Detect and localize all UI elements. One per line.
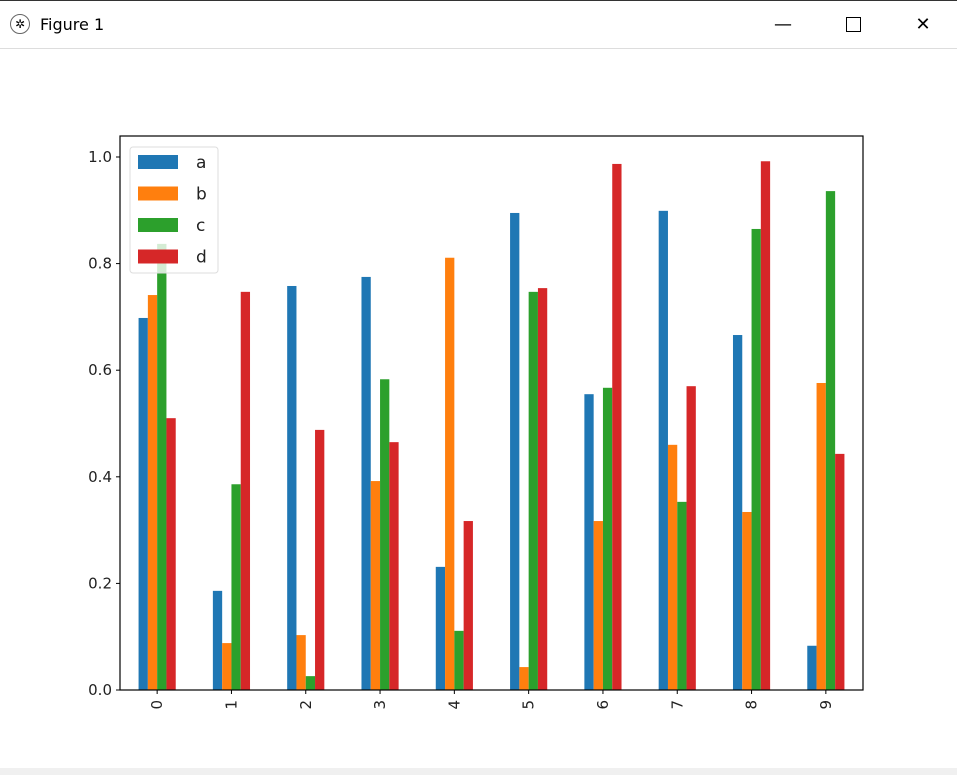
y-tick-label: 0.6	[88, 361, 112, 379]
x-tick-label: 3	[371, 700, 389, 710]
bar-a-9	[807, 645, 817, 690]
bar-a-5	[510, 212, 520, 690]
x-tick-label: 9	[817, 700, 835, 710]
minimize-icon: —	[774, 14, 792, 35]
x-tick-label: 0	[148, 700, 166, 710]
bar-d-1	[240, 291, 251, 690]
x-tick-label: 1	[222, 700, 240, 710]
x-tick-label: 2	[297, 700, 315, 710]
bar-c-9	[825, 191, 836, 690]
minimize-button[interactable]: —	[760, 1, 806, 48]
bar-b-9	[816, 382, 826, 690]
bar-b-8	[742, 511, 752, 690]
bar-d-6	[612, 163, 622, 690]
bar-c-4	[454, 630, 464, 690]
legend-swatch-b	[138, 186, 178, 201]
legend-label-d: d	[196, 248, 207, 268]
bar-d-2	[315, 429, 325, 690]
bar-c-8	[751, 228, 761, 690]
window-title: Figure 1	[40, 15, 105, 34]
bar-a-1	[212, 590, 223, 690]
x-tick-label: 6	[594, 700, 612, 710]
close-button[interactable]: ✕	[900, 1, 946, 48]
bar-c-1	[231, 484, 241, 690]
y-tick-label: 0.4	[88, 468, 112, 486]
bar-a-8	[732, 335, 743, 690]
bar-a-4	[435, 566, 446, 690]
legend-label-c: c	[196, 216, 205, 236]
bar-a-0	[138, 317, 148, 690]
legend-label-a: a	[196, 153, 206, 173]
y-tick-label: 0.0	[88, 681, 112, 699]
legend-swatch-d	[138, 249, 178, 264]
bar-a-2	[287, 285, 297, 690]
x-tick-label: 4	[445, 700, 463, 710]
title-bar: ✲ Figure 1 — ✕	[0, 1, 957, 49]
bar-b-7	[667, 444, 678, 690]
bar-d-0	[166, 418, 176, 690]
bar-d-8	[760, 161, 771, 690]
bar-d-4	[463, 521, 473, 690]
bar-d-5	[537, 288, 548, 690]
bar-d-3	[389, 442, 399, 690]
maximize-icon	[845, 17, 861, 32]
bar-c-3	[380, 379, 390, 690]
bar-a-6	[584, 394, 594, 690]
close-icon: ✕	[915, 14, 931, 35]
bar-a-3	[361, 276, 371, 690]
bar-c-5	[528, 291, 538, 690]
y-tick-label: 0.8	[88, 255, 112, 273]
y-tick-label: 0.2	[88, 574, 112, 592]
legend-swatch-a	[138, 155, 178, 169]
bar-d-7	[686, 386, 696, 690]
legend-swatch-c	[138, 218, 178, 232]
legend-label-b: b	[196, 185, 207, 205]
bar-b-1	[222, 643, 232, 690]
x-tick-label: 8	[743, 700, 761, 710]
plot-frame	[119, 135, 864, 691]
bar-c-7	[677, 501, 687, 690]
bar-b-4	[445, 257, 455, 690]
x-tick-label: 7	[668, 700, 686, 710]
bar-d-9	[835, 453, 845, 690]
maximize-button[interactable]	[830, 1, 876, 48]
bar-b-0	[147, 295, 158, 690]
legend	[129, 146, 219, 274]
status-strip	[0, 768, 957, 775]
y-tick-label: 1.0	[88, 148, 112, 166]
bar-a-7	[658, 210, 668, 690]
bar-c-2	[305, 676, 316, 690]
bar-c-0	[157, 243, 167, 690]
matplotlib-app-icon: ✲	[10, 14, 30, 34]
bar-b-5	[519, 667, 529, 690]
bar-b-2	[296, 635, 306, 690]
x-tick-label: 5	[520, 700, 538, 710]
bar-b-3	[370, 481, 381, 690]
bar-c-6	[602, 387, 613, 690]
bar-b-6	[593, 521, 603, 690]
